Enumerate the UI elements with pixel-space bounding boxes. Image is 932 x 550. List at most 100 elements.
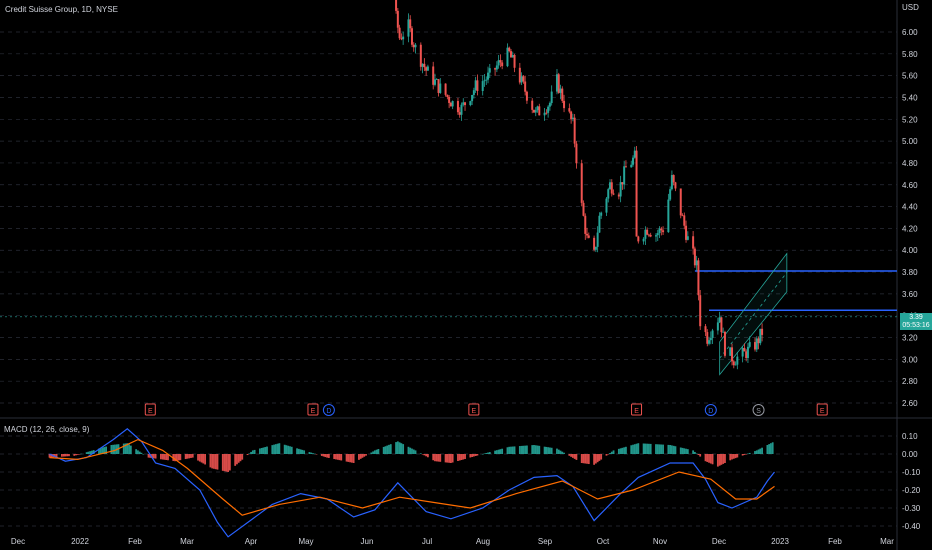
last-price-badge: 3.39 05:53:16 <box>900 313 932 330</box>
macd-histogram-bar <box>759 448 762 454</box>
macd-line <box>49 428 775 538</box>
macd-histogram-bar <box>646 443 649 454</box>
macd-histogram-bar <box>386 445 389 454</box>
candle-body <box>511 54 514 58</box>
macd-histogram-bar <box>147 454 150 458</box>
macd-histogram-bar <box>495 450 498 454</box>
macd-histogram-bar <box>202 454 205 464</box>
macd-histogram-bar <box>533 445 535 454</box>
earnings-marker <box>144 403 156 416</box>
macd-histogram-bar <box>48 454 51 458</box>
price-tick-label: 3.60 <box>902 290 918 299</box>
candle-body <box>458 112 461 115</box>
macd-histogram-bar <box>625 446 627 454</box>
macd-histogram-bar <box>248 453 251 454</box>
macd-histogram-bar <box>439 454 442 462</box>
candle-body <box>695 260 698 266</box>
candle-body <box>494 68 497 70</box>
macd-histogram-bar <box>310 452 313 454</box>
macd-histogram-bar <box>731 454 733 460</box>
macd-histogram-bar <box>264 447 267 454</box>
candle-body <box>469 101 472 106</box>
macd-histogram-bar <box>743 454 746 455</box>
candle-body <box>761 328 764 335</box>
macd-histogram-bar <box>706 454 709 462</box>
macd-histogram-bar <box>561 451 564 454</box>
candle-body <box>658 228 661 234</box>
candle-body <box>587 235 590 238</box>
macd-histogram-bar <box>253 449 256 454</box>
candle-body <box>748 342 751 347</box>
macd-histogram-bar <box>667 444 670 454</box>
candle-body <box>414 44 417 48</box>
macd-histogram-bar <box>587 454 590 465</box>
event-marker-label: E <box>311 408 316 415</box>
macd-histogram-bar <box>188 454 191 459</box>
macd-histogram-bar <box>345 454 348 462</box>
macd-histogram-bar <box>471 454 474 457</box>
candle-body <box>755 338 758 350</box>
macd-histogram-bar <box>526 445 528 454</box>
macd-histogram-bar <box>225 454 228 472</box>
time-tick-label: Dec <box>712 537 726 546</box>
macd-histogram-bar <box>437 454 440 462</box>
macd-histogram-bar <box>377 449 380 454</box>
candle-body <box>568 108 571 112</box>
macd-histogram-bar <box>662 444 664 454</box>
macd-histogram-bar <box>359 454 362 459</box>
macd-histogram-bar <box>167 454 169 461</box>
candle-body <box>538 106 541 116</box>
candle-body <box>531 100 534 110</box>
candle-body <box>487 72 490 80</box>
macd-histogram-bar <box>308 452 311 454</box>
time-tick-label: May <box>298 537 313 546</box>
candle-body <box>446 94 449 97</box>
time-tick-label: Feb <box>828 537 842 546</box>
candle-body <box>550 91 553 104</box>
macd-histogram-bar <box>649 443 652 454</box>
candle-body <box>598 215 601 233</box>
macd-histogram-bar <box>259 448 261 454</box>
event-marker-label: S <box>756 408 761 415</box>
candle-body <box>637 236 640 242</box>
candle-body <box>460 104 463 115</box>
macd-histogram-bar <box>658 444 661 454</box>
macd-histogram-bar <box>213 454 215 469</box>
candle-body <box>600 212 603 216</box>
macd-histogram-bar <box>543 446 546 454</box>
macd-histogram-bar <box>262 447 265 454</box>
macd-histogram-bar <box>771 442 774 454</box>
candle-body <box>674 182 677 189</box>
macd-histogram-bar <box>101 447 104 454</box>
candle-body <box>716 322 719 331</box>
macd-histogram-bar <box>76 454 79 455</box>
macd-histogram-bar <box>370 452 373 454</box>
candle-body <box>524 81 527 92</box>
macd-histogram-bar <box>414 450 417 454</box>
macd-histogram-bar <box>434 454 436 462</box>
macd-histogram-bar <box>236 454 238 465</box>
macd-histogram-bar <box>184 454 187 460</box>
macd-histogram-bar <box>322 454 325 457</box>
macd-histogram-bar <box>228 454 231 471</box>
macd-histogram-bar <box>389 444 392 454</box>
macd-histogram-bar <box>494 450 496 454</box>
macd-histogram-bar <box>303 450 306 454</box>
macd-histogram-bar <box>757 449 760 454</box>
macd-histogram-bar <box>137 450 139 454</box>
ascending-channel <box>719 252 788 376</box>
candle-body <box>518 67 521 83</box>
macd-histogram-bar <box>234 454 237 466</box>
macd-histogram <box>48 441 774 472</box>
price-tick-label: 2.60 <box>902 399 918 408</box>
macd-histogram-bar <box>501 448 504 454</box>
macd-histogram-bar <box>64 454 67 457</box>
macd-histogram-bar <box>686 449 689 454</box>
macd-histogram-bar <box>692 450 695 454</box>
macd-histogram-bar <box>563 452 565 454</box>
macd-histogram-bar <box>444 454 447 463</box>
macd-histogram-bar <box>513 446 516 454</box>
macd-histogram-bar <box>297 448 300 454</box>
macd-histogram-bar <box>411 448 413 454</box>
